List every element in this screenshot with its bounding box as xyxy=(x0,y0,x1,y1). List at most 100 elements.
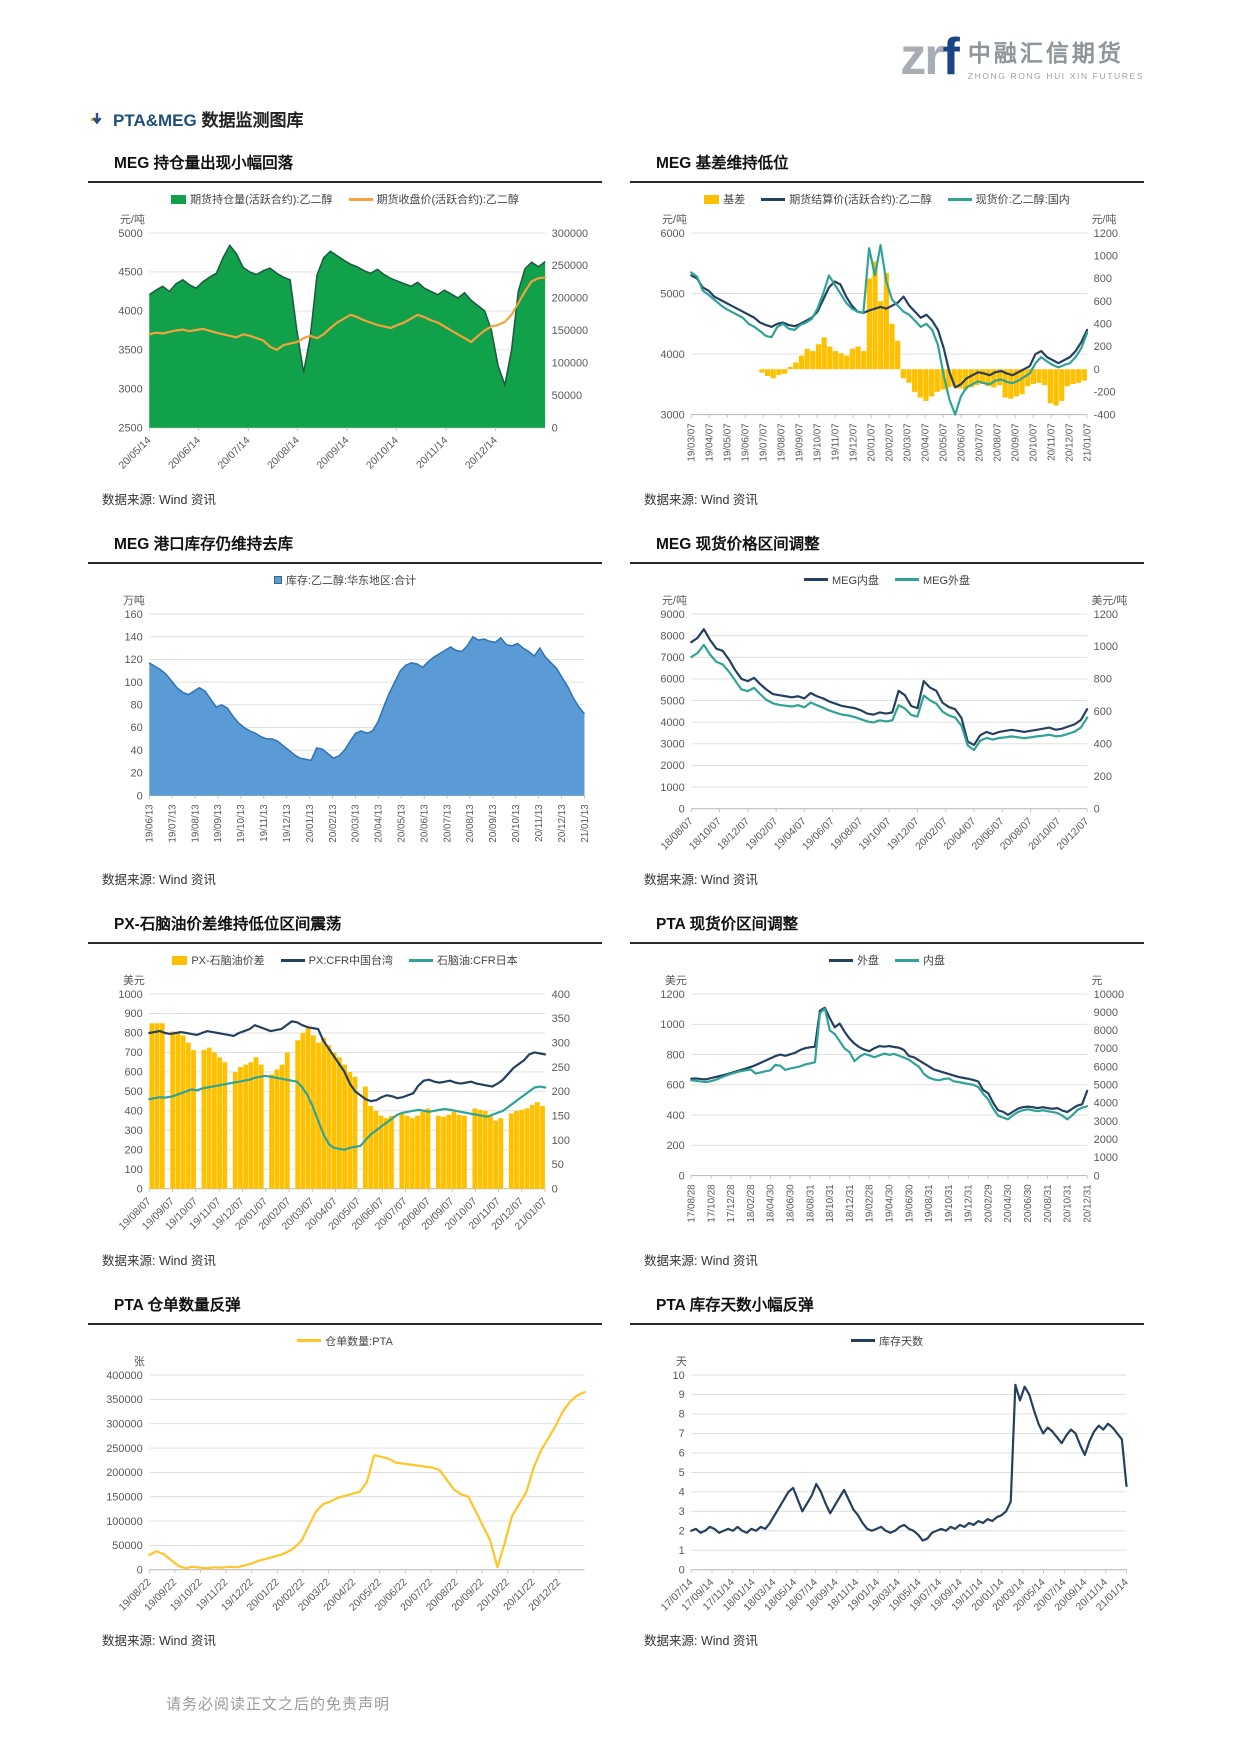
legend-swatch-line xyxy=(297,1339,322,1343)
legend-swatch-line xyxy=(280,958,305,962)
svg-text:160: 160 xyxy=(124,608,142,620)
svg-text:1200: 1200 xyxy=(1094,228,1118,240)
legend-swatch-area xyxy=(171,194,187,204)
svg-text:200000: 200000 xyxy=(552,293,588,305)
svg-text:4000: 4000 xyxy=(660,716,684,728)
svg-text:20/10/13: 20/10/13 xyxy=(511,803,522,842)
svg-text:20/12/07: 20/12/07 xyxy=(1064,423,1075,461)
svg-text:20/12/14: 20/12/14 xyxy=(464,435,500,471)
svg-text:6000: 6000 xyxy=(660,673,684,685)
svg-text:17/10/28: 17/10/28 xyxy=(706,1184,717,1223)
legend-item: MEG内盘 xyxy=(803,572,879,588)
svg-text:19/07/13: 19/07/13 xyxy=(167,803,178,842)
svg-text:7: 7 xyxy=(679,1428,685,1440)
svg-text:19/08/13: 19/08/13 xyxy=(190,803,201,842)
legend-item: PX-石脑油价差 xyxy=(172,952,265,968)
svg-text:19/12/07: 19/12/07 xyxy=(848,423,859,461)
svg-text:80: 80 xyxy=(131,699,143,711)
svg-text:18/12/31: 18/12/31 xyxy=(845,1184,856,1222)
legend-label: 期货持仓量(活跃合约):乙二醇 xyxy=(190,194,333,206)
svg-text:18/08/31: 18/08/31 xyxy=(805,1184,816,1222)
svg-text:18/02/28: 18/02/28 xyxy=(746,1184,757,1223)
svg-text:0: 0 xyxy=(137,1184,143,1196)
svg-text:2000: 2000 xyxy=(660,760,684,772)
svg-text:250000: 250000 xyxy=(106,1443,142,1455)
svg-text:5000: 5000 xyxy=(660,288,684,300)
svg-text:8: 8 xyxy=(679,1408,685,1420)
svg-text:20/06/30: 20/06/30 xyxy=(1023,1184,1034,1223)
svg-text:0: 0 xyxy=(137,1564,143,1576)
svg-text:21/01/07: 21/01/07 xyxy=(1082,423,1093,461)
data-source-label: 数据来源: Wind 资讯 xyxy=(644,1634,758,1649)
svg-text:0: 0 xyxy=(1094,364,1100,376)
data-source-label: 数据来源: Wind 资讯 xyxy=(644,873,758,888)
legend-swatch-line xyxy=(947,197,972,201)
divider xyxy=(88,181,602,183)
svg-text:18/10/31: 18/10/31 xyxy=(825,1184,836,1222)
svg-text:20/11/13: 20/11/13 xyxy=(534,803,545,841)
svg-text:3: 3 xyxy=(679,1506,685,1518)
legend-label: 石脑油:CFR日本 xyxy=(437,955,518,968)
chart-meg-open-interest: 期货持仓量(活跃合约):乙二醇 期货收盘价(活跃合约):乙二醇 2500 3000 35… xyxy=(88,189,602,485)
svg-text:5000: 5000 xyxy=(118,228,142,240)
svg-text:3000: 3000 xyxy=(660,409,684,421)
divider xyxy=(630,1322,1144,1325)
legend-item: 石脑油:CFR日本 xyxy=(409,952,518,968)
legend-label: MEG外盘 xyxy=(923,574,971,587)
chart-title: MEG 港口库存仍维持去库 xyxy=(114,535,294,553)
header-logo-row: zrf 中融汇信期货 ZHONG RONG HUI XIN FUTURES xyxy=(88,22,1144,92)
svg-text:300: 300 xyxy=(124,1125,142,1137)
svg-text:400: 400 xyxy=(1094,738,1112,750)
chart-legend: PX-石脑油价差 PX:CFR中国台湾 石脑油:CFR日本 xyxy=(88,950,602,970)
chart-block-px-naphtha-spread: PX-石脑油价差维持低位区间震荡 PX-石脑油价差 PX:CFR中国台湾 石脑油:C… xyxy=(88,912,602,1279)
svg-text:100: 100 xyxy=(124,1164,142,1176)
svg-text:0: 0 xyxy=(552,422,558,434)
svg-text:4000: 4000 xyxy=(118,306,142,318)
legend-label: 期货结算价(活跃合约):乙二醇 xyxy=(789,194,932,206)
svg-text:18/04/30: 18/04/30 xyxy=(766,1184,777,1223)
svg-text:-200: -200 xyxy=(1094,387,1116,399)
divider xyxy=(88,561,602,564)
svg-text:400: 400 xyxy=(1094,319,1112,331)
legend-item: 现货价:乙二醇:国内 xyxy=(947,191,1070,207)
svg-text:200000: 200000 xyxy=(106,1467,142,1479)
svg-text:20/04/13: 20/04/13 xyxy=(374,803,385,842)
svg-text:19/06/07: 19/06/07 xyxy=(741,423,752,461)
svg-text:600: 600 xyxy=(1094,296,1112,308)
chart-plot-area: 0 100 200 300 400 500 600 700 800 900 1000 0 50 100 15… xyxy=(88,970,602,1246)
svg-text:1000: 1000 xyxy=(1094,1152,1118,1164)
chart-legend: 外盘 内盘 xyxy=(630,950,1144,970)
svg-text:7000: 7000 xyxy=(1094,1043,1118,1055)
data-source-label: 数据来源: Wind 资讯 xyxy=(102,492,216,507)
svg-text:17/12/28: 17/12/28 xyxy=(726,1184,737,1223)
svg-text:200: 200 xyxy=(124,1145,142,1157)
chart-title: MEG 基差维持低位 xyxy=(656,155,789,172)
svg-text:100: 100 xyxy=(552,1135,570,1147)
svg-text:元: 元 xyxy=(1091,975,1102,987)
legend-item: 内盘 xyxy=(895,952,945,968)
chart-legend: MEG内盘 MEG外盘 xyxy=(630,570,1144,590)
svg-text:19/08/07: 19/08/07 xyxy=(777,423,788,461)
company-name-cn: 中融汇信期货 xyxy=(967,39,1124,66)
svg-text:60: 60 xyxy=(131,722,143,734)
svg-text:250: 250 xyxy=(552,1062,570,1074)
svg-text:400: 400 xyxy=(124,1106,142,1118)
legend-swatch-line xyxy=(348,197,373,201)
svg-text:6: 6 xyxy=(679,1447,685,1459)
svg-text:8000: 8000 xyxy=(1094,1025,1118,1037)
chart-plot-area: 0 1000 2000 3000 4000 5000 6000 7000 8000 9000 0 20… xyxy=(630,590,1144,866)
svg-text:美元: 美元 xyxy=(123,974,145,987)
legend-item: 期货持仓量(活跃合约):乙二醇 xyxy=(171,191,333,207)
divider xyxy=(88,1322,602,1325)
legend-swatch-line xyxy=(803,578,828,582)
svg-text:50: 50 xyxy=(552,1159,564,1171)
svg-text:20/11/14: 20/11/14 xyxy=(415,435,451,471)
svg-text:17/08/28: 17/08/28 xyxy=(687,1184,698,1223)
svg-text:20/07/14: 20/07/14 xyxy=(216,435,252,471)
chart-legend: 期货持仓量(活跃合约):乙二醇 期货收盘价(活跃合约):乙二醇 xyxy=(88,189,602,209)
legend-item: MEG外盘 xyxy=(895,572,970,588)
svg-text:20/11/07: 20/11/07 xyxy=(1046,423,1057,461)
svg-text:20/05/14: 20/05/14 xyxy=(117,435,153,471)
legend-label: 内盘 xyxy=(923,955,945,968)
svg-text:19/02/28: 19/02/28 xyxy=(865,1184,876,1223)
